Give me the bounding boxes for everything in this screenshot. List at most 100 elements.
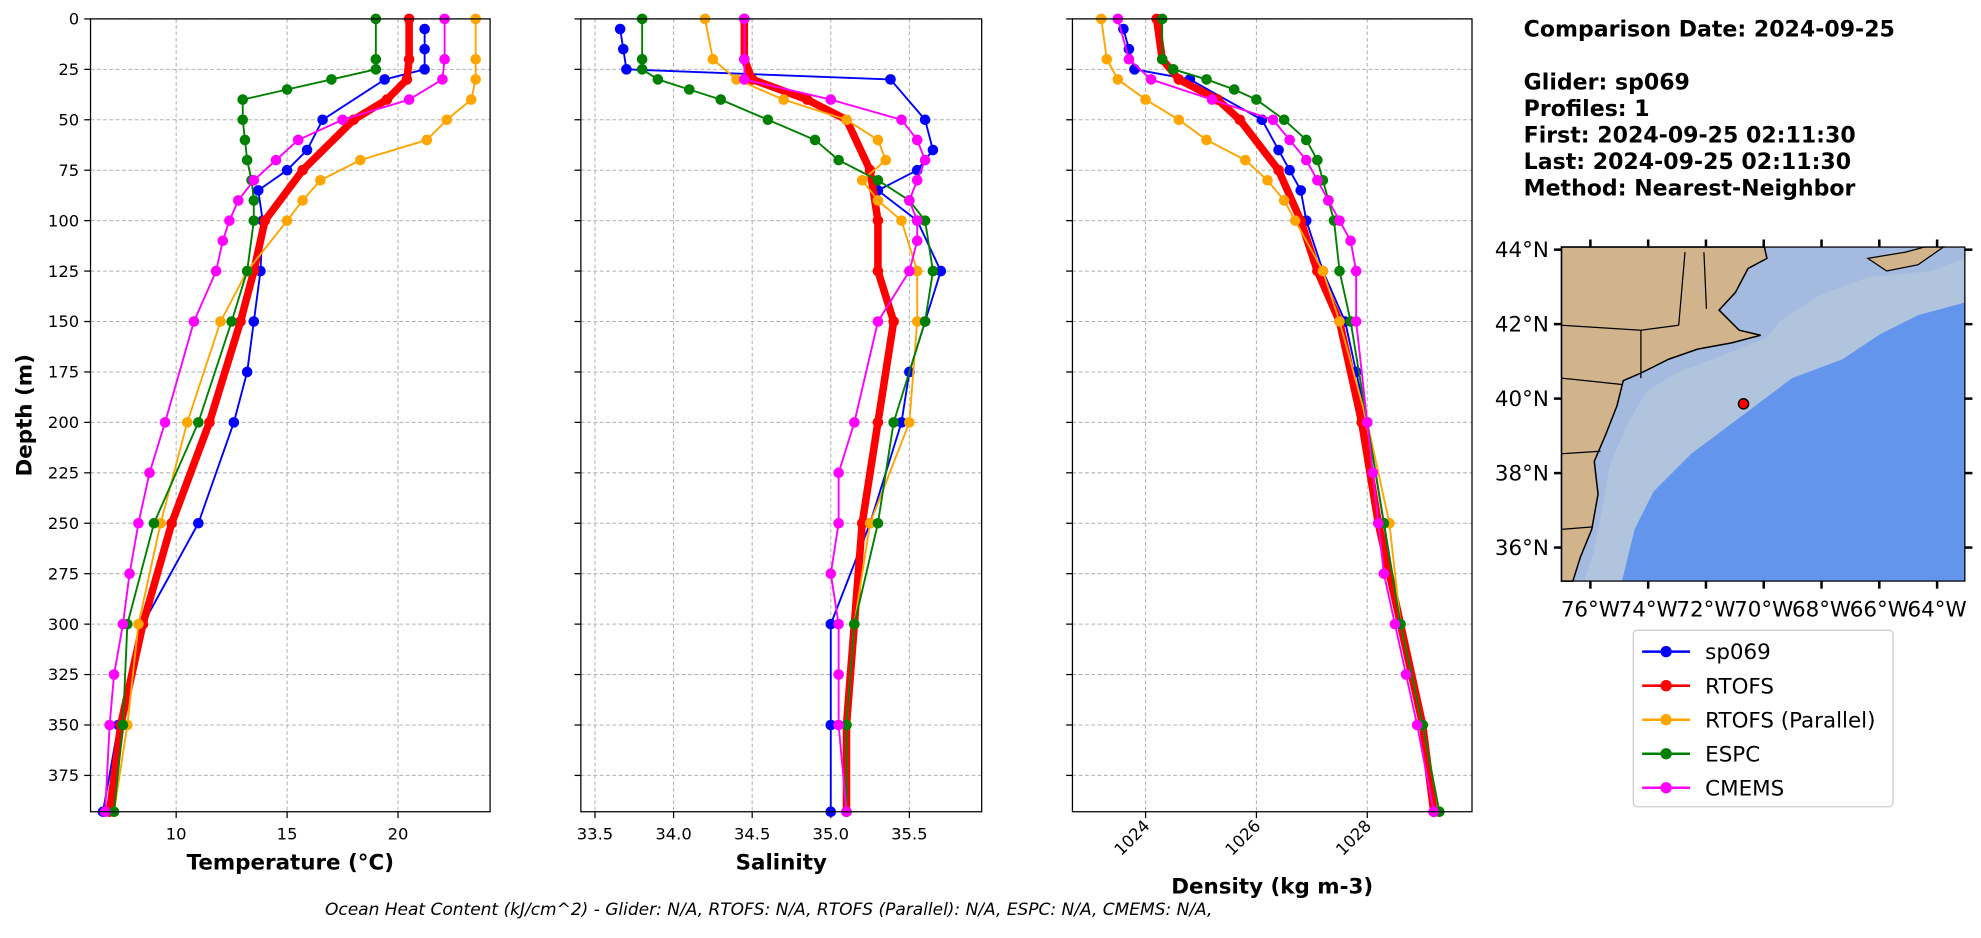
profile-marker <box>1273 144 1284 156</box>
y-tick-label: 375 <box>48 766 79 785</box>
x-tick-label: 64°W <box>1908 597 1967 622</box>
profile-marker <box>217 235 229 247</box>
profile-marker <box>739 53 750 65</box>
profile-marker <box>911 235 923 247</box>
y-tick-label: 38°N <box>1495 462 1549 487</box>
profile-marker <box>1312 175 1323 186</box>
profile-marker <box>133 618 144 630</box>
y-tick-label: 200 <box>48 413 79 432</box>
legend-marker <box>1660 680 1672 692</box>
profile-marker <box>1350 316 1362 327</box>
axes-frame <box>89 18 491 813</box>
profile-marker <box>825 94 837 105</box>
map-background <box>1560 246 1965 582</box>
profile-marker <box>911 265 923 277</box>
profile-marker <box>317 114 328 126</box>
info-line: Profiles: 1 <box>1524 97 1650 122</box>
profile-marker <box>896 114 907 126</box>
profile-marker <box>1101 53 1113 65</box>
profile-marker <box>281 215 293 226</box>
x-tick-label: 35.0 <box>813 824 849 843</box>
profile-marker <box>465 94 477 105</box>
profile-marker <box>1361 417 1373 428</box>
profile-marker <box>896 417 907 428</box>
profile-marker <box>1267 114 1279 126</box>
profile-marker <box>379 74 391 85</box>
x-tick-label: 35.5 <box>891 824 927 843</box>
x-tick-label: 72°W <box>1676 597 1735 622</box>
footer: Ocean Heat Content (kJ/cm^2) - Glider: N… <box>325 900 1212 920</box>
profile-marker <box>919 114 931 126</box>
profile-marker <box>833 669 844 680</box>
profile-marker <box>841 114 852 126</box>
profile-marker <box>297 195 308 206</box>
profile-marker <box>1323 195 1334 206</box>
y-tick-label: 125 <box>48 262 79 281</box>
profile-marker <box>872 417 884 428</box>
profile-marker <box>1123 53 1135 65</box>
profile-marker <box>1140 94 1151 105</box>
y-tick-label: 36°N <box>1495 536 1549 561</box>
profile-marker <box>193 517 204 529</box>
profile-marker <box>614 23 626 35</box>
profile-marker <box>419 64 430 75</box>
profile-marker <box>1367 467 1379 479</box>
profile-marker <box>188 316 200 327</box>
profile-marker <box>1201 74 1212 85</box>
profile-marker <box>1389 618 1401 630</box>
x-tick-label: 34.5 <box>734 824 770 843</box>
profile-marker <box>1334 316 1345 327</box>
profile-marker <box>1201 134 1212 146</box>
profile-marker <box>370 64 382 75</box>
legend-label: ESPC <box>1705 742 1760 767</box>
profile-marker <box>833 467 844 479</box>
profile-marker <box>117 618 129 630</box>
profile-marker <box>297 164 308 176</box>
profile-marker <box>248 316 260 327</box>
profile-marker <box>403 94 415 105</box>
profile-marker <box>825 618 837 630</box>
profile-marker <box>337 114 348 126</box>
profile-marker <box>437 74 448 85</box>
legend-label: CMEMS <box>1705 776 1784 801</box>
profile-marker <box>133 517 144 529</box>
land <box>1560 246 1768 582</box>
profile-marker <box>935 265 947 277</box>
profile-marker <box>441 114 453 126</box>
y-tick-label: 225 <box>48 463 79 482</box>
profile-marker <box>241 265 253 277</box>
profile-marker <box>215 316 226 327</box>
profile-marker <box>872 316 884 327</box>
profile-marker <box>833 719 844 731</box>
profile-marker <box>421 134 433 146</box>
x-tick-label: 34.0 <box>655 824 691 843</box>
x-tick-label: 10 <box>166 824 187 843</box>
y-tick-label: 250 <box>48 514 79 533</box>
profile-marker <box>381 94 393 105</box>
profile-marker <box>281 164 293 176</box>
profile-marker <box>1284 164 1295 176</box>
profile-marker <box>856 175 868 186</box>
profile-marker <box>833 618 844 630</box>
axes-frame <box>1071 18 1473 813</box>
profile-marker <box>241 366 253 378</box>
info-line: Last: 2024-09-25 02:11:30 <box>1524 150 1851 175</box>
legend-marker <box>1660 748 1672 760</box>
y-tick-label: 275 <box>48 564 79 583</box>
profile-marker <box>419 23 430 35</box>
profile-marker <box>326 74 337 85</box>
profile-marker <box>904 195 915 206</box>
profile-marker <box>1334 215 1345 226</box>
profile-marker <box>636 53 648 65</box>
profile-marker <box>237 114 249 126</box>
profile-marker <box>621 64 632 75</box>
profile-marker <box>270 154 282 166</box>
borders <box>1561 252 1708 531</box>
profile-marker <box>1345 235 1356 247</box>
profile-marker <box>1278 195 1290 206</box>
profile-marker <box>401 74 413 85</box>
profile-marker <box>715 94 727 105</box>
x-axis-label: Density (kg m-3) <box>1171 875 1373 900</box>
profile-marker <box>232 195 244 206</box>
map-frame <box>1560 246 1966 582</box>
